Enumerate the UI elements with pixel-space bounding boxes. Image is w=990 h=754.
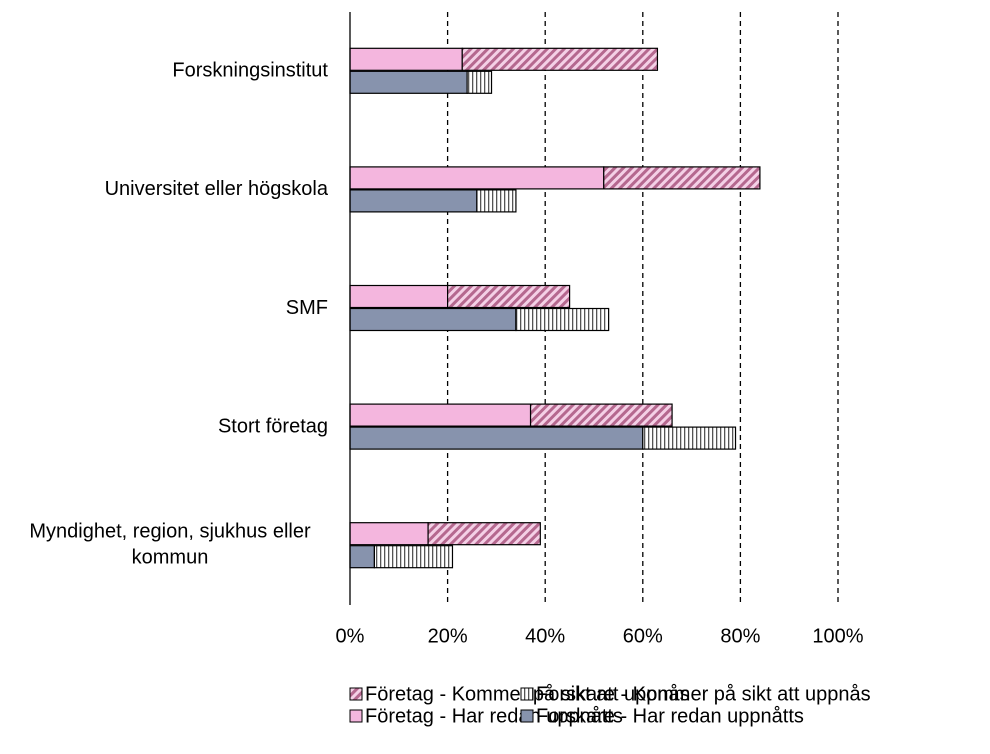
bar-segment [466, 70, 493, 94]
bar-segment [476, 189, 517, 213]
legend-swatch [349, 709, 363, 723]
bar-segment [349, 284, 449, 309]
legend-label: Företag - Har redan uppnåtts [365, 705, 623, 727]
bar-segment [349, 522, 429, 546]
bar-segment [349, 47, 463, 71]
x-tick-label: 0% [336, 625, 365, 647]
bar-segment [349, 403, 532, 427]
bar-segment [349, 426, 644, 450]
x-tick-label: 20% [428, 625, 468, 647]
bar-segment [349, 545, 375, 569]
y-tick-label: Universitet eller högskola [105, 178, 329, 200]
y-tick-label: Forskningsinstitut [172, 60, 328, 82]
bar-segment [427, 522, 541, 546]
bar-segment [349, 189, 478, 213]
legend-label: Forskare - Har redan uppnåtts [536, 705, 804, 727]
x-tick-label: 40% [525, 625, 565, 647]
x-tick-label: 80% [720, 625, 760, 647]
legend-swatch [520, 687, 534, 701]
x-tick-label: 60% [623, 625, 663, 647]
x-tick-label: 100% [812, 625, 863, 647]
bar-segment [373, 545, 454, 569]
bar-segment [603, 166, 761, 190]
legend-label: Forskare - Kommer på sikt att uppnås [536, 683, 871, 705]
bar-segment [349, 70, 468, 94]
bar-segment [515, 307, 610, 332]
legend-swatch [520, 709, 534, 723]
bar-segment [461, 47, 659, 71]
bar-segment [642, 426, 737, 450]
bar-segment [349, 307, 517, 332]
bar-segment [529, 403, 673, 427]
y-tick-label: Stort företag [218, 415, 328, 437]
bar-segment [447, 284, 571, 309]
y-tick-label: SMF [286, 297, 328, 319]
bar-segment [349, 166, 605, 190]
y-tick-label: Myndighet, region, sjukhus eller kommun [29, 521, 311, 569]
legend-swatch [349, 687, 363, 701]
